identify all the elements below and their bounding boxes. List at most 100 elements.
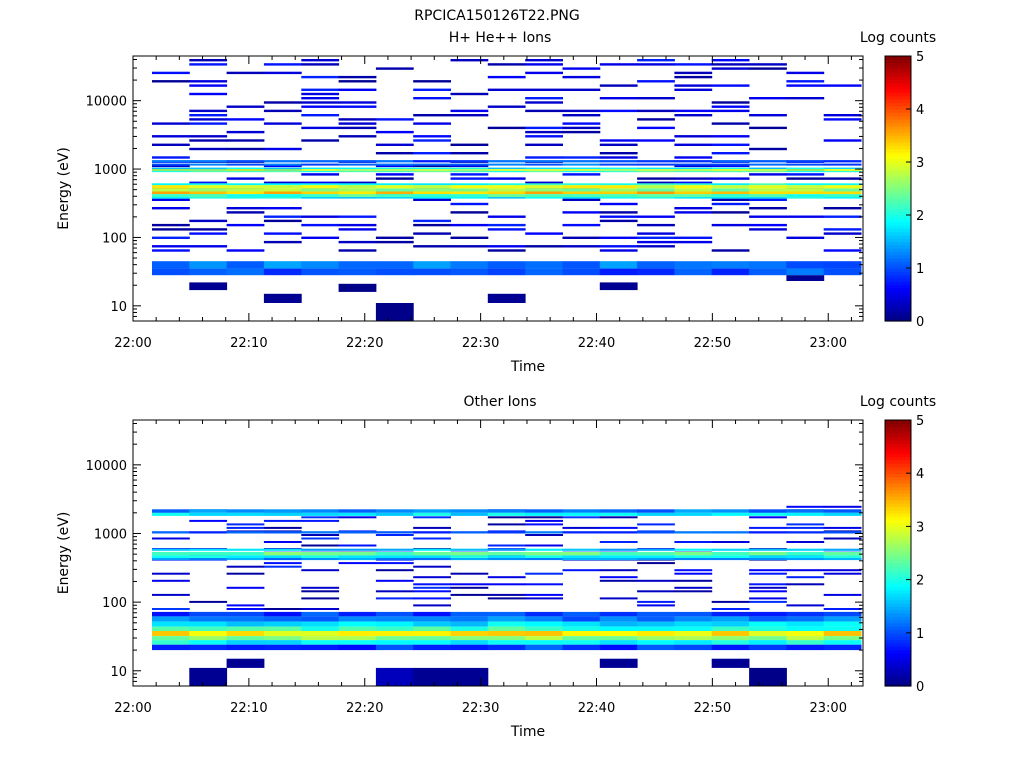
heatmap-cell (599, 219, 638, 223)
heatmap-cell (487, 191, 526, 195)
heatmap-cell (413, 167, 451, 169)
plot-frame (132, 55, 864, 322)
heatmap-cell (375, 240, 414, 244)
heatmap-cell (338, 555, 377, 558)
heatmap-cell (674, 194, 713, 197)
heatmap-cell (749, 583, 787, 586)
colorbar-swatch (885, 72, 911, 77)
heatmap-cell (637, 611, 675, 617)
colorbar-swatch (885, 234, 911, 239)
heatmap-cell (711, 197, 750, 199)
heatmap-cell (711, 608, 750, 610)
heatmap-cell (786, 188, 825, 192)
heatmap-cell (263, 71, 302, 75)
heatmap-cell (450, 509, 489, 513)
colorbar-swatch (885, 453, 911, 458)
colorbar-swatch (885, 215, 911, 219)
colorbar-swatch (885, 238, 911, 243)
heatmap-cell (413, 160, 451, 163)
colorbar-swatch (885, 449, 911, 454)
heatmap-cell (226, 118, 265, 121)
heatmap-cell (301, 197, 340, 199)
heatmap-cell (152, 191, 190, 195)
heatmap-cell (562, 631, 601, 637)
heatmap-cell (749, 600, 787, 603)
heatmap-cell (338, 631, 377, 637)
heatmap-cell (338, 185, 377, 189)
heatmap-cell (674, 211, 713, 214)
heatmap-cell (450, 636, 489, 641)
colorbar-swatch (885, 191, 911, 196)
heatmap-cell (525, 551, 563, 556)
heatmap-cell (375, 164, 414, 168)
heatmap-cell (599, 183, 638, 186)
heatmap-cell (263, 232, 302, 235)
heatmap-cell (301, 223, 340, 227)
heatmap-cell (786, 558, 825, 561)
heatmap-cell (450, 211, 489, 214)
colorbar-swatch (885, 258, 911, 262)
heatmap-cell (413, 531, 451, 534)
heatmap-cell (152, 169, 190, 171)
heatmap-cell (525, 232, 563, 235)
heatmap-cell (450, 202, 489, 206)
heatmap-cell (375, 579, 414, 582)
heatmap-cell (375, 555, 414, 558)
x-tick-label: 22:00 (114, 701, 151, 716)
heatmap-cell (189, 169, 228, 171)
heatmap-cell (301, 75, 340, 79)
heatmap-cell (338, 548, 377, 551)
colorbar-swatch (885, 304, 911, 309)
heatmap-cell (637, 232, 675, 235)
heatmap-cell (413, 616, 451, 622)
heatmap-cell (152, 164, 190, 168)
heatmap-cell (487, 616, 526, 622)
heatmap-cell (599, 139, 638, 142)
heatmap-cell (711, 109, 750, 113)
heatmap-cell (450, 555, 489, 558)
heatmap-cell (375, 236, 414, 239)
heatmap-cell (749, 228, 787, 231)
colorbar-swatch (885, 609, 911, 614)
heatmap-cell (450, 572, 489, 575)
heatmap-cell (487, 644, 526, 651)
heatmap-cell (599, 597, 638, 600)
y-tick-label: 10000 (86, 459, 127, 474)
heatmap-cell (263, 219, 302, 223)
heatmap-cell (637, 531, 675, 534)
heatmap-cell (189, 181, 228, 184)
heatmap-cell (450, 236, 489, 239)
heatmap-cell (263, 101, 302, 104)
heatmap-cell (338, 240, 377, 244)
heatmap-cell (749, 509, 787, 513)
heatmap-cell (301, 555, 340, 558)
heatmap-cell (226, 223, 265, 227)
heatmap-cell (823, 505, 862, 508)
heatmap-cell (338, 223, 377, 227)
heatmap-cell (263, 519, 302, 522)
heatmap-cell (749, 616, 787, 622)
heatmap-cell (599, 170, 638, 173)
heatmap-cell (152, 207, 190, 210)
colorbar-tick-label: 1 (916, 262, 924, 277)
heatmap-cell (189, 228, 228, 231)
heatmap-cell (375, 118, 414, 121)
heatmap-cell (823, 163, 862, 166)
heatmap-cell (375, 562, 414, 565)
heatmap-cell (338, 126, 377, 130)
colorbar-swatch (885, 224, 911, 229)
heatmap-cell (189, 197, 228, 199)
heatmap-cell (226, 586, 265, 589)
heatmap-cell (487, 509, 526, 513)
heatmap-cell (450, 59, 489, 62)
heatmap-cell (674, 160, 713, 163)
heatmap-cell (152, 509, 190, 513)
colorbar-swatch (885, 89, 911, 94)
heatmap-cell (786, 631, 825, 637)
y-axis-label: Energy (eV) (56, 147, 72, 230)
heatmap-cell (711, 611, 750, 617)
colorbar-swatch (885, 639, 911, 644)
colorbar-swatch (885, 287, 911, 292)
heatmap-cell (823, 512, 862, 516)
heatmap-cell (226, 147, 265, 151)
